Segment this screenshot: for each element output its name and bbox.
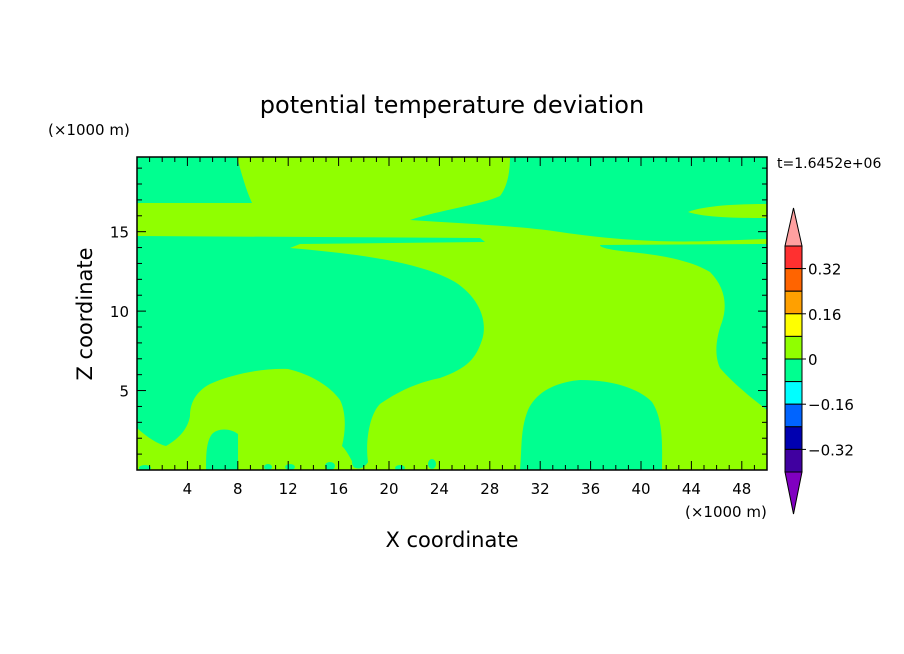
contour-region-negative-top-left <box>137 157 252 203</box>
colorbar-box <box>784 381 803 405</box>
time-label: t=1.6452e+06 <box>777 156 881 172</box>
x-axis-ticks <box>149 157 755 470</box>
contour-region-negative-lower-left <box>206 429 238 470</box>
y-tick-label: 10 <box>110 303 129 321</box>
x-axis-label: X coordinate <box>385 528 518 552</box>
x-tick-label: 24 <box>430 480 449 498</box>
x-tick-label: 20 <box>379 480 398 498</box>
colorbar-box <box>784 448 803 473</box>
colorbar-box <box>784 403 803 428</box>
x-tick-label: 48 <box>732 480 751 498</box>
x-axis-unit: (×1000 m) <box>685 503 767 521</box>
x-tick-label: 16 <box>329 480 348 498</box>
colorbar-top-triangle <box>784 207 803 247</box>
colorbar: 0.32 0.16 0 −0.16 −0.32 <box>784 207 854 515</box>
y-axis-unit: (×1000 m) <box>48 121 130 139</box>
colorbar-box <box>784 335 803 360</box>
colorbar-tick-label: 0.16 <box>808 306 841 324</box>
colorbar-tick-label: 0 <box>808 351 818 369</box>
colorbar-box <box>784 358 803 383</box>
y-axis-tick-labels: 5 10 15 <box>110 224 129 401</box>
x-tick-label: 28 <box>480 480 499 498</box>
colorbar-tick-labels: 0.32 0.16 0 −0.16 −0.32 <box>802 261 854 459</box>
y-tick-label: 15 <box>110 224 129 242</box>
x-tick-label: 4 <box>183 480 193 498</box>
x-tick-label: 40 <box>631 480 650 498</box>
y-tick-label: 5 <box>119 383 129 401</box>
x-tick-label: 8 <box>233 480 243 498</box>
colorbar-tick-label: −0.32 <box>808 441 854 459</box>
x-tick-label: 36 <box>581 480 600 498</box>
contour-region-negative-ground-specks <box>139 456 436 470</box>
colorbar-box <box>784 313 803 337</box>
colorbar-tick-label: −0.16 <box>808 396 854 414</box>
colorbar-blocks <box>784 207 803 515</box>
contour-region-negative-right <box>600 244 767 410</box>
colorbar-bottom-triangle <box>784 471 803 515</box>
contour-region-negative-top-right <box>410 157 767 242</box>
x-tick-label: 12 <box>279 480 298 498</box>
contour-field <box>137 157 767 470</box>
colorbar-box <box>784 290 803 315</box>
x-axis-tick-labels: 4 8 12 16 20 24 28 32 36 40 44 48 <box>183 480 752 498</box>
colorbar-box <box>784 268 803 292</box>
y-axis-ticks <box>137 167 767 455</box>
chart-title: potential temperature deviation <box>260 91 644 119</box>
colorbar-tick-label: 0.32 <box>808 261 841 279</box>
colorbar-box <box>784 426 803 450</box>
colorbar-box <box>784 245 803 270</box>
x-tick-label: 44 <box>682 480 701 498</box>
y-axis-label: Z coordinate <box>73 247 97 380</box>
contour-region-negative-main <box>137 236 485 469</box>
contour-region-negative-lower-middle <box>520 380 663 470</box>
x-tick-label: 32 <box>531 480 550 498</box>
